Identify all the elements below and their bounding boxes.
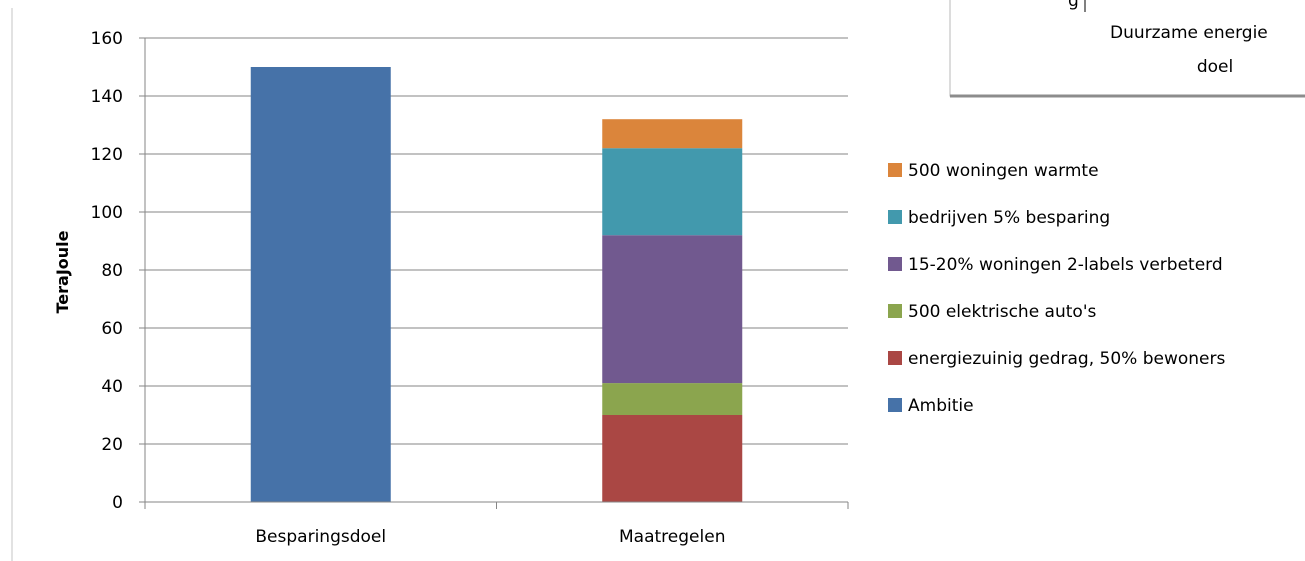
bar-segment bbox=[602, 415, 743, 502]
y-tick-label: 20 bbox=[101, 435, 123, 455]
y-tick-label: 40 bbox=[101, 377, 123, 397]
x-tick-label: Besparingsdoel bbox=[255, 527, 386, 547]
bar-segment bbox=[602, 119, 743, 149]
legend-swatch bbox=[888, 351, 902, 365]
overlay-box: g Duurzame energie doel bbox=[949, 0, 1305, 98]
gridlines bbox=[145, 37, 848, 445]
overlay-box-text-line2: doel bbox=[1197, 57, 1233, 77]
x-tick-label: Maatregelen bbox=[619, 527, 725, 547]
legend-swatch bbox=[888, 163, 902, 177]
overlay-box-frame bbox=[949, 0, 1305, 97]
overlay-box-partial-text: g bbox=[1068, 0, 1079, 11]
legend-swatch bbox=[888, 398, 902, 412]
overlay-box-text-line1: Duurzame energie bbox=[1110, 23, 1268, 43]
y-tick-label: 120 bbox=[91, 145, 123, 165]
legend-swatch bbox=[888, 257, 902, 271]
y-tick-label: 0 bbox=[112, 493, 123, 513]
y-axis-label: TeraJoule bbox=[53, 230, 72, 313]
bars bbox=[250, 67, 743, 502]
legend-label: 15-20% woningen 2-labels verbeterd bbox=[908, 255, 1223, 275]
bar-segment bbox=[602, 235, 743, 384]
y-tick-label: 80 bbox=[101, 261, 123, 281]
axes: 0 20 40 60 80 100 120 140 160 Besparingsdoel Maatr… bbox=[91, 29, 849, 547]
bar-segment bbox=[602, 148, 743, 236]
bar-segment bbox=[250, 67, 391, 502]
y-tick-label: 140 bbox=[91, 87, 123, 107]
legend-swatch bbox=[888, 210, 902, 224]
legend-swatch bbox=[888, 304, 902, 318]
y-tick-label: 160 bbox=[91, 29, 123, 49]
legend-label: Ambitie bbox=[908, 396, 974, 416]
legend: 500 woningen warmte bedrijven 5% besparin… bbox=[888, 161, 1225, 416]
bar-segment bbox=[602, 383, 743, 415]
legend-label: 500 elektrische auto's bbox=[908, 302, 1096, 322]
legend-label: energiezuinig gedrag, 50% bewoners bbox=[908, 349, 1225, 369]
y-tick-label: 100 bbox=[91, 203, 123, 223]
legend-label: 500 woningen warmte bbox=[908, 161, 1099, 181]
legend-label: bedrijven 5% besparing bbox=[908, 208, 1110, 228]
y-tick-label: 60 bbox=[101, 319, 123, 339]
